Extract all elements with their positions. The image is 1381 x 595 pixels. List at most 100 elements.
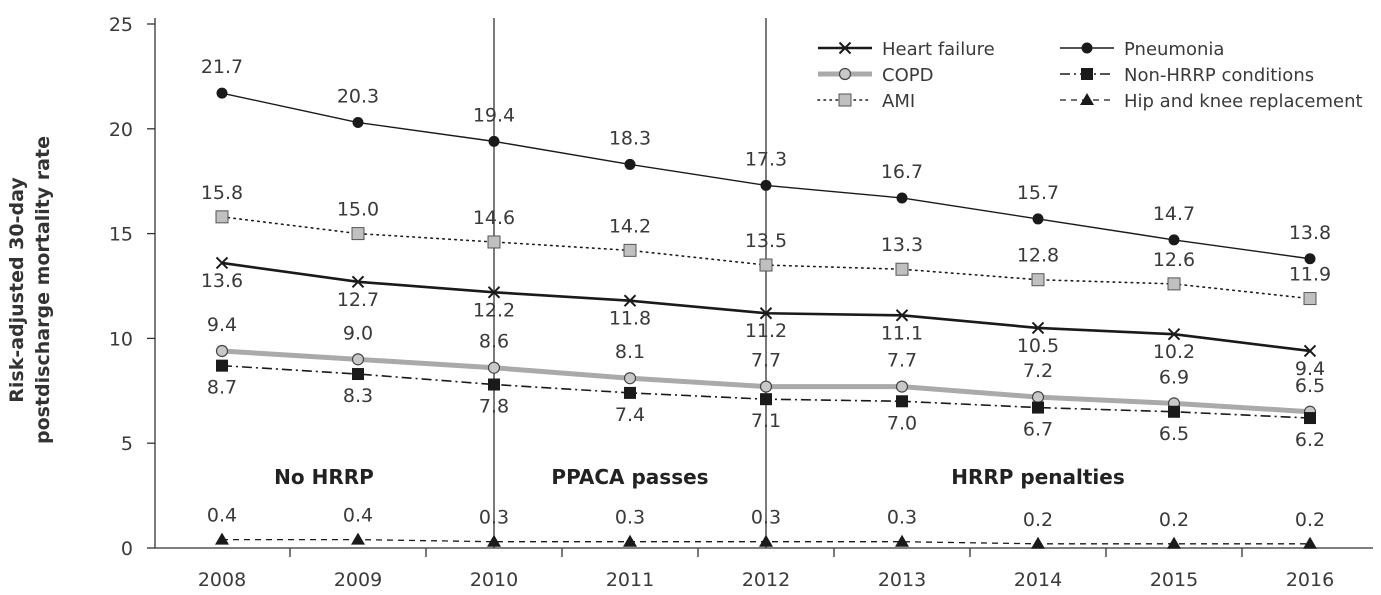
- data-label-copd: 9.0: [343, 322, 373, 344]
- data-point-hip: [351, 532, 365, 545]
- data-label-hip: 0.3: [615, 507, 645, 529]
- data-point-non: [216, 359, 228, 372]
- data-point-ami: [1303, 292, 1317, 306]
- data-label-pn: 18.3: [609, 127, 651, 149]
- data-point-pn: [896, 192, 908, 204]
- data-label-non: 8.7: [207, 377, 237, 399]
- legend-label-hip: Hip and knee replacement: [1124, 91, 1363, 112]
- legend-marker-pn: [1081, 42, 1093, 54]
- data-label-hip: 0.4: [343, 505, 373, 527]
- data-point-hf: [1167, 328, 1181, 341]
- data-point-hf: [623, 294, 637, 307]
- data-point-ami: [215, 210, 229, 224]
- y-tick-label: 10: [109, 328, 133, 350]
- data-point-ami: [351, 227, 365, 241]
- data-point-copd: [487, 361, 501, 374]
- y-tick-label: 20: [109, 119, 133, 141]
- data-point-copd: [623, 372, 637, 385]
- data-label-copd: 6.9: [1159, 366, 1189, 388]
- data-label-ami: 13.5: [745, 230, 787, 252]
- data-point-hip: [487, 534, 501, 547]
- legend-label-non: Non-HRRP conditions: [1124, 65, 1314, 86]
- data-label-non: 7.4: [615, 404, 645, 426]
- legend-marker-hf: [838, 41, 852, 55]
- data-label-non: 6.2: [1295, 429, 1325, 451]
- data-point-hip: [759, 534, 773, 547]
- x-tick-label: 2011: [606, 569, 654, 591]
- data-point-hf: [215, 256, 229, 270]
- data-label-pn: 20.3: [337, 86, 379, 108]
- legend-label-copd: COPD: [882, 65, 933, 86]
- period-label: HRRP penalties: [951, 465, 1125, 489]
- data-point-hf: [1303, 344, 1317, 358]
- data-label-pn: 17.3: [745, 148, 787, 170]
- data-label-hip: 0.2: [1159, 509, 1189, 531]
- data-point-copd: [351, 353, 365, 366]
- data-label-pn: 15.7: [1017, 182, 1059, 204]
- x-tick-label: 2012: [742, 569, 790, 591]
- data-point-pn: [488, 135, 500, 147]
- data-label-hf: 11.2: [745, 320, 787, 342]
- y-tick-label: 0: [121, 538, 133, 560]
- data-label-ami: 15.0: [337, 199, 379, 221]
- data-label-non: 7.1: [751, 410, 781, 432]
- legend-marker-copd: [838, 67, 852, 81]
- data-label-pn: 13.8: [1289, 222, 1331, 244]
- data-point-hip: [623, 534, 637, 547]
- x-tick-label: 2013: [878, 569, 926, 591]
- data-label-hf: 12.7: [337, 289, 379, 311]
- data-point-pn: [624, 158, 636, 170]
- period-label: No HRRP: [274, 465, 374, 489]
- data-label-ami: 14.2: [609, 215, 651, 237]
- data-point-hip: [895, 534, 909, 547]
- data-label-ami: 12.8: [1017, 245, 1059, 267]
- data-point-pn: [216, 87, 228, 99]
- data-label-ami: 12.6: [1153, 249, 1195, 271]
- legend-label-hf: Heart failure: [882, 39, 995, 60]
- data-label-ami: 15.8: [201, 182, 243, 204]
- data-point-ami: [1167, 277, 1181, 291]
- data-point-non: [488, 378, 500, 391]
- data-label-pn: 14.7: [1153, 203, 1195, 225]
- data-label-hf: 12.2: [473, 299, 515, 321]
- data-point-pn: [1032, 213, 1044, 225]
- data-point-hf: [895, 309, 909, 322]
- data-point-non: [352, 368, 364, 381]
- data-label-pn: 21.7: [201, 56, 243, 78]
- data-label-hf: 11.1: [881, 322, 923, 344]
- data-label-pn: 16.7: [881, 161, 923, 183]
- data-label-hf: 11.8: [609, 308, 651, 330]
- data-point-hf: [759, 307, 773, 320]
- data-point-copd: [759, 380, 773, 393]
- legend-label-pn: Pneumonia: [1124, 39, 1224, 60]
- x-tick-label: 2016: [1286, 569, 1334, 591]
- data-label-copd: 9.4: [207, 314, 237, 336]
- data-point-copd: [215, 344, 229, 358]
- data-point-ami: [1031, 273, 1045, 287]
- x-tick-label: 2009: [334, 569, 382, 591]
- data-point-hf: [487, 286, 501, 299]
- data-label-ami: 13.3: [881, 234, 923, 256]
- data-label-copd: 7.7: [751, 350, 781, 372]
- legend-marker-hip: [1080, 93, 1094, 105]
- data-label-hf: 9.4: [1295, 358, 1325, 380]
- data-point-ami: [487, 235, 501, 249]
- data-label-hf: 10.2: [1153, 341, 1195, 363]
- y-tick-label: 5: [121, 433, 133, 455]
- data-point-non: [760, 393, 772, 406]
- data-label-hip: 0.4: [207, 505, 237, 527]
- data-label-pn: 19.4: [473, 104, 515, 126]
- data-point-ami: [759, 258, 773, 272]
- data-point-pn: [352, 117, 364, 129]
- data-point-non: [896, 395, 908, 408]
- data-point-pn: [760, 179, 772, 191]
- data-label-hip: 0.2: [1023, 509, 1053, 531]
- data-point-hf: [1031, 321, 1045, 335]
- data-point-copd: [895, 380, 909, 393]
- legend-marker-non: [1081, 68, 1093, 80]
- data-point-copd: [1031, 390, 1045, 404]
- data-label-ami: 14.6: [473, 207, 515, 229]
- y-tick-label: 25: [109, 14, 133, 36]
- x-tick-label: 2015: [1150, 569, 1198, 591]
